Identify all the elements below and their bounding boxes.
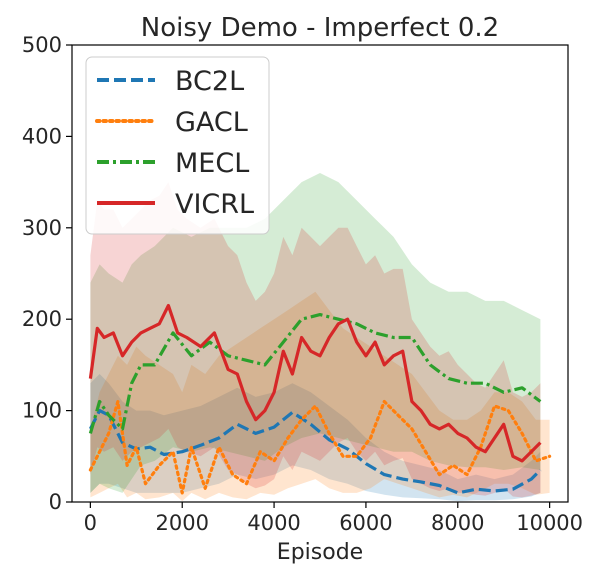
legend-label-bc2l: BC2L: [175, 66, 244, 97]
x-axis: 0 2000 4000 6000 8000 10000: [84, 502, 583, 535]
legend: BC2L GACL MECL VICRL: [85, 56, 270, 235]
x-tick-label: 8000: [431, 511, 484, 535]
y-tick-label: 300: [22, 216, 62, 240]
series-line-gacl: [88, 399, 552, 495]
chart-title: Noisy Demo - Imperfect 0.2: [141, 13, 499, 43]
y-tick-label: 0: [49, 490, 62, 514]
x-tick-label: 10000: [516, 511, 583, 535]
x-tick-label: 6000: [339, 511, 392, 535]
legend-label-mecl: MECL: [175, 148, 249, 179]
series-line-vicrl: [88, 303, 542, 463]
series-line-mecl: [88, 313, 542, 434]
band-gacl: [90, 291, 550, 502]
x-tick-label: 0: [84, 511, 97, 535]
x-tick-label: 4000: [247, 511, 300, 535]
legend-label-vicrl: VICRL: [175, 189, 254, 220]
y-tick-label: 100: [22, 399, 62, 423]
y-tick-label: 200: [22, 307, 62, 331]
x-axis-label: Episode: [277, 540, 363, 565]
legend-box: [85, 56, 270, 235]
legend-label-gacl: GACL: [175, 107, 248, 138]
plot-frame: [71, 44, 569, 503]
series-line-bc2l: [88, 409, 542, 495]
y-tick-label: 400: [22, 124, 62, 148]
band-bc2l: [90, 374, 541, 502]
y-tick-label: 500: [22, 33, 62, 57]
y-axis: 0 100 200 300 400 500: [22, 33, 72, 514]
series-lines: [88, 303, 552, 495]
band-mecl: [90, 173, 541, 493]
x-tick-label: 2000: [155, 511, 208, 535]
